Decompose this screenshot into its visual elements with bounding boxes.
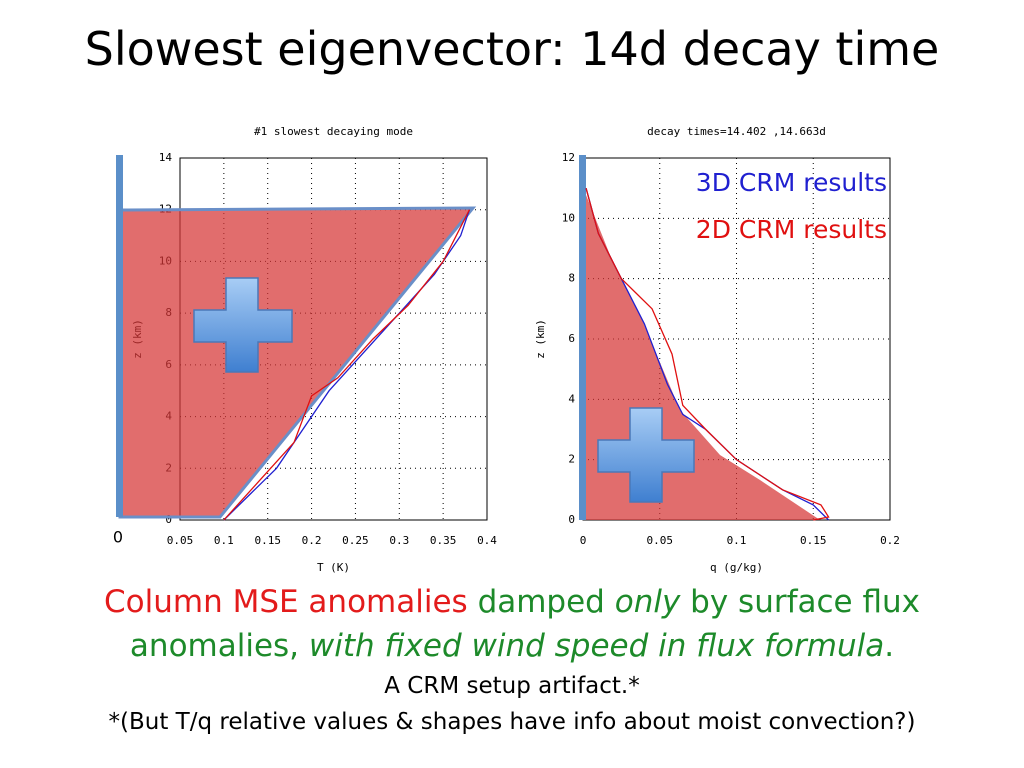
caption-text: by surface flux xyxy=(690,584,920,620)
caption-text: with fixed wind speed in flux formula xyxy=(308,628,885,664)
y-tick-label: 4 xyxy=(568,392,575,405)
y-tick-label: 8 xyxy=(568,272,575,285)
x-tick-label: 0.25 xyxy=(342,534,369,547)
caption-line: Column MSE anomalies damped only by surf… xyxy=(0,580,1024,624)
x-tick-label: 0.1 xyxy=(214,534,234,547)
x-tick-label: 0.15 xyxy=(800,534,827,547)
y-tick-label: 14 xyxy=(159,151,173,164)
caption-text: . xyxy=(884,628,895,664)
caption-text: anomalies, xyxy=(129,628,300,664)
legend-entry: 3D CRM results xyxy=(696,168,887,197)
legend-entry: 2D CRM results xyxy=(696,215,887,244)
x-tick-label: 0.2 xyxy=(302,534,322,547)
caption-text: damped xyxy=(477,584,605,620)
caption-line: anomalies, with fixed wind speed in flux… xyxy=(0,624,1024,668)
caption-text: only xyxy=(614,584,681,620)
x-tick-label: 0.2 xyxy=(880,534,900,547)
slide-title: Slowest eigenvector: 14d decay time xyxy=(84,22,940,76)
zero-label: 0 xyxy=(113,528,123,547)
series-line xyxy=(223,209,471,521)
y-tick-label: 2 xyxy=(568,453,575,466)
series-lines: 3D CRM results 2D CRM results xyxy=(223,168,887,521)
chart-title: #1 slowest decaying mode xyxy=(254,125,413,138)
x-tick-label: 0.35 xyxy=(430,534,457,547)
y-tick-label: 6 xyxy=(568,332,575,345)
x-tick-label: 0.1 xyxy=(727,534,747,547)
caption-text: A CRM setup artifact.* xyxy=(384,673,640,699)
caption-line: A CRM setup artifact.* xyxy=(0,668,1024,704)
y-tick-label: 10 xyxy=(562,211,575,224)
x-tick-label: 0.05 xyxy=(167,534,194,547)
y-axis-label: z (km) xyxy=(534,319,547,359)
series-line xyxy=(223,209,471,521)
chart-title: decay times=14.402 ,14.663d xyxy=(647,125,826,138)
caption-line: *(But T/q relative values & shapes have … xyxy=(0,704,1024,740)
plus-icon xyxy=(597,407,695,503)
y-tick-label: 12 xyxy=(562,151,575,164)
x-tick-label: 0.3 xyxy=(389,534,409,547)
icons xyxy=(193,277,695,503)
y-tick-label: 0 xyxy=(165,513,172,526)
x-axis-label: T (K) xyxy=(317,561,350,574)
x-tick-label: 0.15 xyxy=(254,534,281,547)
caption-text: *(But T/q relative values & shapes have … xyxy=(108,709,916,735)
caption-text: Column MSE anomalies xyxy=(104,584,468,620)
series-line xyxy=(585,187,830,521)
plus-icon xyxy=(193,277,293,373)
x-tick-label: 0 xyxy=(580,534,587,547)
shaded-anomaly xyxy=(118,206,477,519)
axis-bar xyxy=(579,155,586,520)
caption: Column MSE anomalies damped only by surf… xyxy=(0,580,1024,740)
x-tick-label: 0.05 xyxy=(647,534,674,547)
x-tick-label: 0.4 xyxy=(477,534,497,547)
axis-bar xyxy=(116,155,123,517)
x-axis-label: q (g/kg) xyxy=(710,561,763,574)
y-tick-label: 0 xyxy=(568,513,575,526)
